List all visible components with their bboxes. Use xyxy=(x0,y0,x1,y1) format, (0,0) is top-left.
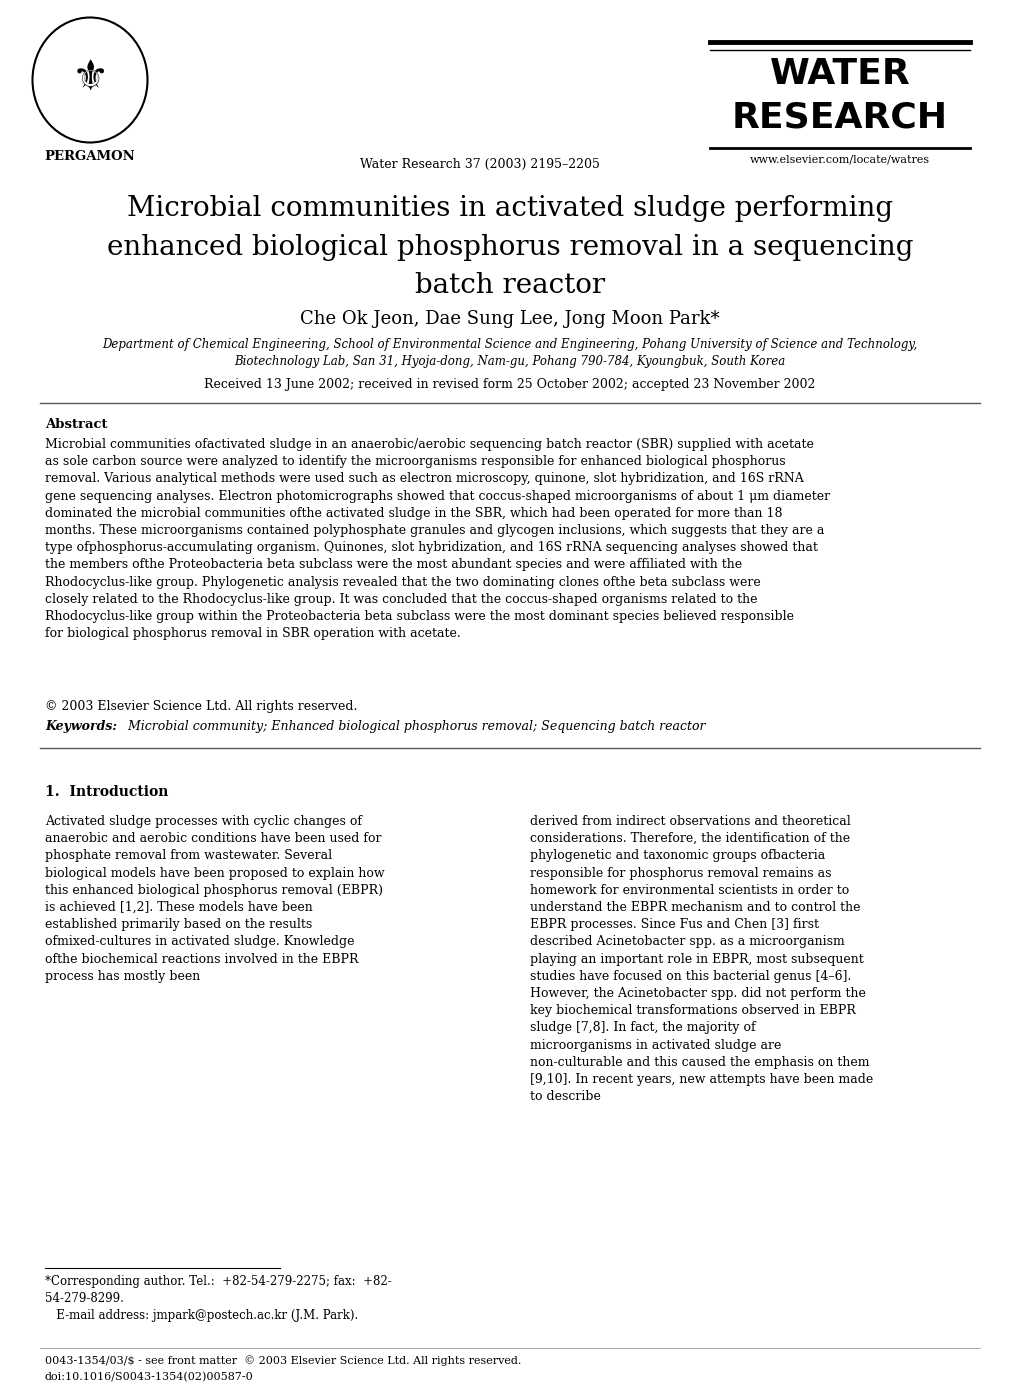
Text: Received 13 June 2002; received in revised form 25 October 2002; accepted 23 Nov: Received 13 June 2002; received in revis… xyxy=(204,378,815,391)
Text: Department of Chemical Engineering, School of Environmental Science and Engineer: Department of Chemical Engineering, Scho… xyxy=(102,338,917,369)
Text: © 2003 Elsevier Science Ltd. All rights reserved.: © 2003 Elsevier Science Ltd. All rights … xyxy=(45,700,357,714)
Text: WATER: WATER xyxy=(769,57,910,90)
Text: *Corresponding author. Tel.:  +82-54-279-2275; fax:  +82-
54-279-8299.
   E-mail: *Corresponding author. Tel.: +82-54-279-… xyxy=(45,1276,391,1321)
Text: Abstract: Abstract xyxy=(45,419,107,431)
Text: Microbial community; Enhanced biological phosphorus removal; Sequencing batch re: Microbial community; Enhanced biological… xyxy=(120,721,705,733)
Text: doi:10.1016/S0043-1354(02)00587-0: doi:10.1016/S0043-1354(02)00587-0 xyxy=(45,1372,254,1383)
Text: Keywords:: Keywords: xyxy=(45,721,117,733)
Text: www.elsevier.com/locate/watres: www.elsevier.com/locate/watres xyxy=(749,154,929,166)
Text: ⚜: ⚜ xyxy=(71,57,109,99)
Text: RESEARCH: RESEARCH xyxy=(732,100,947,134)
Text: 1.  Introduction: 1. Introduction xyxy=(45,785,168,798)
Text: 0043-1354/03/$ - see front matter  © 2003 Elsevier Science Ltd. All rights reser: 0043-1354/03/$ - see front matter © 2003… xyxy=(45,1355,521,1366)
Text: Che Ok Jeon, Dae Sung Lee, Jong Moon Park*: Che Ok Jeon, Dae Sung Lee, Jong Moon Par… xyxy=(300,310,719,328)
Text: derived from indirect observations and theoretical
considerations. Therefore, th: derived from indirect observations and t… xyxy=(530,815,872,1103)
Text: Water Research 37 (2003) 2195–2205: Water Research 37 (2003) 2195–2205 xyxy=(360,159,599,171)
Text: Microbial communities in activated sludge performing
enhanced biological phospho: Microbial communities in activated sludg… xyxy=(107,195,912,299)
Text: PERGAMON: PERGAMON xyxy=(45,150,136,163)
Text: Microbial communities ofactivated sludge in an anaerobic/aerobic sequencing batc: Microbial communities ofactivated sludge… xyxy=(45,438,829,640)
Text: Activated sludge processes with cyclic changes of
anaerobic and aerobic conditio: Activated sludge processes with cyclic c… xyxy=(45,815,384,983)
